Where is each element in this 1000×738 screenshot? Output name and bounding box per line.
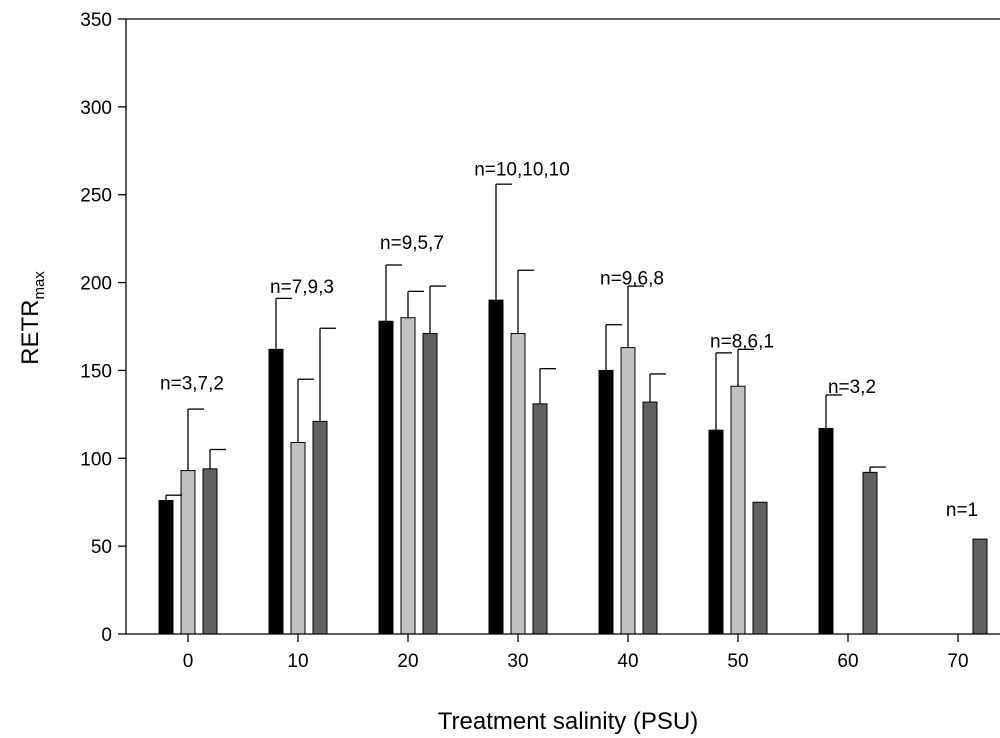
bar [598, 369, 614, 635]
bar [642, 401, 658, 635]
bar [818, 427, 834, 635]
bar [312, 420, 328, 635]
bar [400, 317, 416, 635]
n-annotation: n=10,10,10 [474, 159, 570, 180]
n-annotation: n=9,5,7 [380, 233, 444, 254]
bar [268, 348, 284, 635]
bar [202, 468, 218, 635]
y-axis-title-subscript: max [31, 271, 48, 300]
x-tick-label: 20 [397, 651, 418, 672]
bar [180, 470, 196, 635]
axes-layer [125, 18, 1000, 635]
bar [532, 403, 548, 635]
x-tick-label: 50 [727, 651, 748, 672]
x-ticks: 0 10 20 30 40 50 60 70 [183, 634, 969, 672]
n-annotation: n=3,2 [828, 377, 876, 398]
bar [862, 471, 878, 635]
bar [422, 333, 438, 635]
y-tick-label: 300 [80, 98, 112, 119]
x-tick-label: 10 [287, 651, 308, 672]
bar [972, 538, 988, 635]
bars-layer [158, 299, 988, 635]
bar [158, 499, 174, 635]
n-annotation: n=8,6,1 [710, 332, 774, 353]
x-tick-label: 70 [947, 651, 968, 672]
y-tick-label: 0 [101, 625, 112, 646]
x-tick-label: 30 [507, 651, 528, 672]
n-annotation: n=9,6,8 [600, 268, 664, 289]
error-bars-layer [165, 183, 886, 501]
x-tick-label: 40 [617, 651, 638, 672]
y-tick-label: 250 [80, 186, 112, 207]
x-tick-label: 0 [183, 651, 194, 672]
bar [620, 347, 636, 635]
n-annotation: n=7,9,3 [270, 277, 334, 298]
y-axis-title: RETRmax [17, 271, 48, 365]
bar [730, 385, 746, 635]
y-ticks: 0 50 100 150 200 250 300 350 [80, 10, 126, 646]
y-tick-label: 100 [80, 449, 112, 470]
x-tick-label: 60 [837, 651, 858, 672]
bar [378, 320, 394, 635]
y-axis-title-main: RETR [17, 300, 44, 365]
bar [708, 429, 724, 635]
n-annotation: n=3,7,2 [160, 374, 224, 395]
bar [752, 501, 768, 635]
y-tick-label: 150 [80, 361, 112, 382]
bar [290, 441, 306, 635]
n-annotations: n=3,7,2 n=7,9,3 n=9,5,7 n=10,10,10 n=9,6,8 n=… [160, 159, 978, 521]
n-annotation: n=1 [946, 500, 978, 521]
y-tick-label: 50 [91, 537, 112, 558]
bar [510, 333, 526, 635]
x-axis-title: Treatment salinity (PSU) [438, 708, 699, 735]
y-tick-label: 200 [80, 274, 112, 295]
bar [488, 299, 504, 635]
y-tick-label: 350 [80, 10, 112, 31]
